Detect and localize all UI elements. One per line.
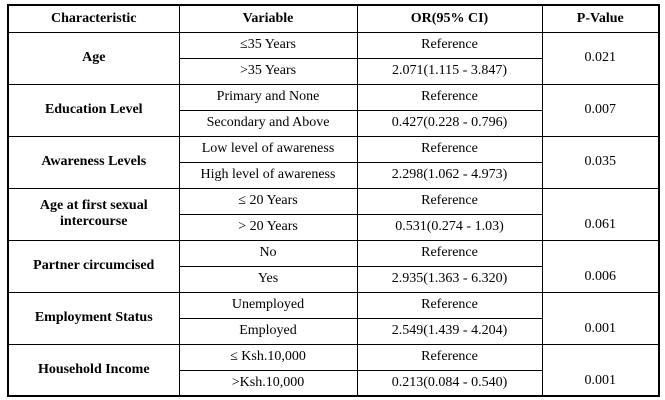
or-cell: 0.531(0.274 - 1.03) <box>356 213 543 241</box>
or-cell: Reference <box>356 187 543 215</box>
p-value-cell: 0.001 <box>541 291 660 345</box>
variable-cell: High level of awareness <box>178 161 358 189</box>
table-row: Employment Status Unemployed Reference 0… <box>7 291 660 345</box>
variable-cell: Employed <box>178 317 358 345</box>
p-value-cell: 0.006 <box>541 239 660 293</box>
variable-cell: No <box>178 239 358 267</box>
table-row: Age at first sexual intercourse ≤ 20 Yea… <box>7 187 660 241</box>
or-cell: 0.427(0.228 - 0.796) <box>356 109 543 137</box>
variable-cell: >Ksh.10,000 <box>178 369 358 397</box>
variable-cell: ≤35 Years <box>178 31 358 59</box>
or-cell: Reference <box>356 135 543 163</box>
or-cell: Reference <box>356 83 543 111</box>
or-cell: Reference <box>356 31 543 59</box>
header-or-ci: OR(95% CI) <box>356 4 543 33</box>
or-cell: Reference <box>356 291 543 319</box>
variable-cell: >35 Years <box>178 57 358 85</box>
variable-cell: Yes <box>178 265 358 293</box>
table-row: Education Level Primary and None Referen… <box>7 83 660 137</box>
or-cell: 2.935(1.363 - 6.320) <box>356 265 543 293</box>
p-value-cell: 0.035 <box>541 135 660 189</box>
variable-cell: > 20 Years <box>178 213 358 241</box>
characteristic-cell-age-first-intercourse: Age at first sexual intercourse <box>7 187 180 241</box>
characteristic-cell-employment-status: Employment Status <box>7 291 180 345</box>
or-cell: 2.071(1.115 - 3.847) <box>356 57 543 85</box>
variable-cell: Unemployed <box>178 291 358 319</box>
table-row: Secondary and Above 0.427(0.228 - 0.796) <box>8 109 659 137</box>
header-characteristic: Characteristic <box>7 4 180 33</box>
characteristic-cell-education-level: Education Level <box>7 83 180 137</box>
table-row: Partner circumcised No Reference 0.006 <box>7 239 660 293</box>
p-value-cell: 0.001 <box>541 343 660 397</box>
characteristic-cell-awareness-levels: Awareness Levels <box>7 135 180 189</box>
characteristic-cell-household-income: Household Income <box>7 343 180 397</box>
p-value-cell: 0.007 <box>541 83 660 137</box>
or-cell: Reference <box>356 239 543 267</box>
table-row: Age ≤35 Years Reference 0.021 <box>7 31 660 85</box>
variable-cell: Primary and None <box>178 83 358 111</box>
table-row: Awareness Levels Low level of awareness … <box>7 135 660 189</box>
table-row: Yes 2.935(1.363 - 6.320) <box>8 265 659 293</box>
header-p-value: P-Value <box>541 4 660 33</box>
table-row: >35 Years 2.071(1.115 - 3.847) <box>8 57 659 85</box>
or-cell: Reference <box>356 343 543 371</box>
characteristic-cell-partner-circumcised: Partner circumcised <box>7 239 180 293</box>
table-row: Employed 2.549(1.439 - 4.204) <box>8 317 659 345</box>
p-value-cell: 0.021 <box>541 31 660 85</box>
table-header-row: Characteristic Variable OR(95% CI) P-Val… <box>7 4 660 33</box>
characteristic-cell-age: Age <box>7 31 180 85</box>
variable-cell: ≤ 20 Years <box>178 187 358 215</box>
variable-cell: Low level of awareness <box>178 135 358 163</box>
table-row: > 20 Years 0.531(0.274 - 1.03) <box>8 213 659 241</box>
variable-cell: ≤ Ksh.10,000 <box>178 343 358 371</box>
or-cell: 2.298(1.062 - 4.973) <box>356 161 543 189</box>
table-row: High level of awareness 2.298(1.062 - 4.… <box>8 161 659 189</box>
odds-ratio-table: Characteristic Variable OR(95% CI) P-Val… <box>7 4 660 397</box>
table-row: Household Income ≤ Ksh.10,000 Reference … <box>7 343 660 397</box>
table-row: >Ksh.10,000 0.213(0.084 - 0.540) <box>8 369 659 397</box>
variable-cell: Secondary and Above <box>178 109 358 137</box>
header-variable: Variable <box>178 4 358 33</box>
or-cell: 2.549(1.439 - 4.204) <box>356 317 543 345</box>
p-value-cell: 0.061 <box>541 187 660 241</box>
or-cell: 0.213(0.084 - 0.540) <box>356 369 543 397</box>
